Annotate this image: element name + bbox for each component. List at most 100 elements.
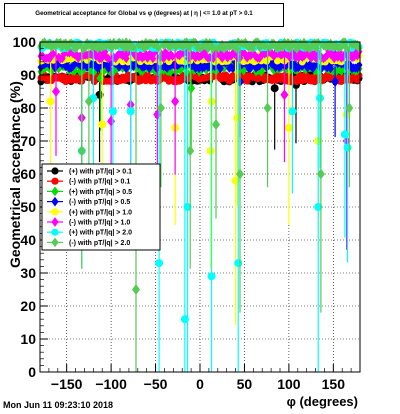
data-point xyxy=(224,53,231,63)
data-point xyxy=(332,67,340,77)
data-point xyxy=(129,61,137,72)
data-point xyxy=(147,47,155,57)
data-point xyxy=(192,53,199,63)
data-point xyxy=(183,67,191,77)
data-point xyxy=(266,56,274,67)
data-point xyxy=(137,49,144,59)
legend-marker xyxy=(51,167,59,175)
data-point xyxy=(298,61,306,71)
y-tick-label: 90 xyxy=(20,67,36,83)
data-point xyxy=(129,47,137,58)
data-point xyxy=(286,52,294,63)
outlier-point xyxy=(107,115,116,127)
data-point xyxy=(268,48,276,59)
data-point xyxy=(350,52,358,62)
data-point xyxy=(58,53,66,64)
outlier-point xyxy=(206,146,215,155)
outlier-point xyxy=(186,145,195,157)
legend: (+) with pT/|q| > 0.1 (-) with pT/|q| > 0… xyxy=(41,163,161,251)
data-point xyxy=(144,41,151,51)
data-point xyxy=(261,41,269,51)
data-point xyxy=(318,63,326,73)
data-point xyxy=(115,62,123,72)
outlier-point xyxy=(84,96,93,107)
data-point xyxy=(298,40,306,50)
outlier-point xyxy=(155,259,164,268)
data-point xyxy=(233,44,240,54)
data-point xyxy=(218,40,226,50)
data-point xyxy=(256,53,263,63)
data-point xyxy=(90,48,98,59)
data-point xyxy=(69,61,77,72)
data-point xyxy=(62,38,70,48)
data-point xyxy=(284,49,292,60)
outlier-point xyxy=(231,176,240,185)
data-point xyxy=(62,62,70,72)
legend-marker xyxy=(51,208,59,216)
data-point xyxy=(286,65,294,75)
outlier-point xyxy=(180,315,189,324)
outlier-point xyxy=(316,94,324,103)
data-point xyxy=(229,39,237,49)
data-point xyxy=(51,41,59,51)
data-point xyxy=(185,42,192,52)
data-point xyxy=(149,63,157,74)
grid-layer xyxy=(40,42,360,372)
data-point xyxy=(249,43,256,54)
data-point xyxy=(163,49,171,59)
outlier-point xyxy=(263,102,272,114)
legend-marker xyxy=(51,217,59,227)
data-point xyxy=(153,37,160,48)
data-point xyxy=(209,43,217,54)
timestamp-footer: Mon Jun 11 09:23:10 2018 xyxy=(3,400,114,410)
legend-label: (+) with pT/|q| > 0.1 xyxy=(69,169,132,176)
data-point xyxy=(192,38,199,48)
data-point xyxy=(190,59,198,69)
data-point xyxy=(97,53,105,64)
data-point xyxy=(297,72,304,79)
legend-marker xyxy=(51,186,59,197)
outlier-point xyxy=(156,102,165,114)
outlier-point xyxy=(126,107,135,116)
y-tick-label: 10 xyxy=(20,331,36,347)
data-point xyxy=(270,58,278,69)
legend-box xyxy=(41,163,161,251)
legend-label: (-) with pT/|q| > 0.5 xyxy=(69,199,130,206)
data-point xyxy=(165,52,173,62)
data-point xyxy=(286,44,294,54)
data-point xyxy=(270,65,278,76)
x-tick-label: 50 xyxy=(237,376,253,392)
data-point xyxy=(51,63,59,73)
legend-label: (+) with pT/|q| > 2.0 xyxy=(69,230,132,237)
data-point xyxy=(217,48,224,58)
data-point xyxy=(295,41,303,52)
outlier-point xyxy=(288,107,297,116)
data-point xyxy=(284,37,292,48)
data-point xyxy=(83,38,91,48)
y-tick-label: 100 xyxy=(13,34,37,50)
data-point xyxy=(346,60,354,70)
outlier-point xyxy=(345,102,354,114)
title-box: Geometrical acceptance for Global vs φ (… xyxy=(4,3,284,27)
outlier-point xyxy=(331,76,340,87)
data-point xyxy=(140,43,148,53)
outlier-point xyxy=(153,109,162,120)
data-point xyxy=(243,77,251,85)
outlier-point xyxy=(77,145,86,157)
data-point xyxy=(282,60,290,70)
outlier-point xyxy=(316,168,325,180)
outlier-point xyxy=(314,203,323,211)
outlier-point xyxy=(95,90,104,99)
data-point xyxy=(126,38,134,48)
data-point xyxy=(222,47,230,58)
legend-label: (+) with pT/|q| > 0.5 xyxy=(69,189,132,196)
x-tick-label: 100 xyxy=(277,376,301,392)
data-point xyxy=(90,57,98,67)
data-point xyxy=(272,41,279,51)
data-point xyxy=(206,38,214,48)
outlier-point xyxy=(98,120,107,129)
data-point xyxy=(158,49,166,60)
y-axis-label: Geometrical acceptance (%) xyxy=(7,81,23,268)
outlier-point xyxy=(171,96,180,107)
